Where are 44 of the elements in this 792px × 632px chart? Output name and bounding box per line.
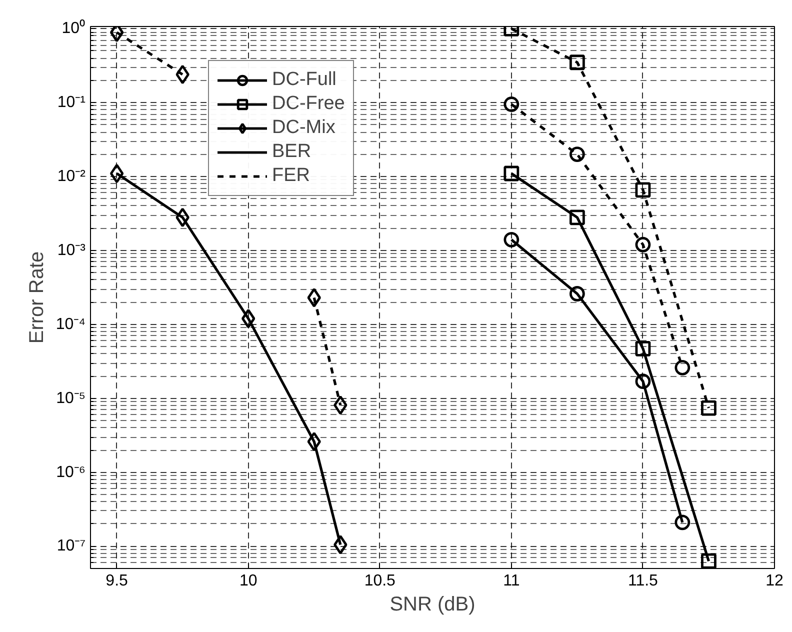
point xyxy=(334,534,348,554)
y-axis-title: Error Rate xyxy=(26,251,48,344)
point xyxy=(504,96,520,112)
y-tick-label: 10⁻⁴ xyxy=(56,316,86,333)
x-tick-label: 11 xyxy=(503,572,520,590)
point xyxy=(635,374,651,390)
legend-label: FER xyxy=(272,165,310,187)
point xyxy=(334,395,348,415)
point xyxy=(504,166,520,182)
legend-label: DC-Full xyxy=(272,69,336,91)
y-tick-label: 10⁻¹ xyxy=(57,94,86,112)
point xyxy=(110,164,124,184)
point xyxy=(635,236,651,252)
point xyxy=(569,286,585,302)
x-tick-label: 9.5 xyxy=(106,572,128,590)
x-axis-title: SNR (dB) xyxy=(390,594,476,616)
point xyxy=(635,182,651,198)
point xyxy=(701,400,716,416)
y-tick-label: 10⁻⁷ xyxy=(56,538,86,555)
x-tick-label: 11.5 xyxy=(628,572,658,590)
y-tick-label: 10⁻³ xyxy=(57,242,86,259)
point xyxy=(635,340,651,356)
point xyxy=(569,54,585,70)
legend-label: DC-Free xyxy=(272,93,345,115)
point xyxy=(307,288,321,308)
point xyxy=(307,432,321,452)
point xyxy=(674,514,690,530)
y-tick-label: 10⁰ xyxy=(62,19,86,38)
point xyxy=(504,232,520,248)
point xyxy=(241,308,256,328)
point xyxy=(569,210,585,226)
legend-label: DC-Mix xyxy=(272,117,336,139)
point xyxy=(674,360,690,376)
y-tick-label: 10⁻² xyxy=(57,168,86,186)
x-tick-label: 12 xyxy=(766,572,784,590)
point xyxy=(569,146,585,162)
legend-label: BER xyxy=(272,141,312,163)
point xyxy=(701,553,716,568)
x-tick-label: 10.5 xyxy=(364,572,396,590)
y-tick-label: 10⁻⁶ xyxy=(56,464,86,481)
point xyxy=(176,64,190,84)
point xyxy=(176,208,190,228)
y-tick-label: 10⁻⁵ xyxy=(56,390,86,407)
x-tick-label: 10 xyxy=(239,572,258,590)
